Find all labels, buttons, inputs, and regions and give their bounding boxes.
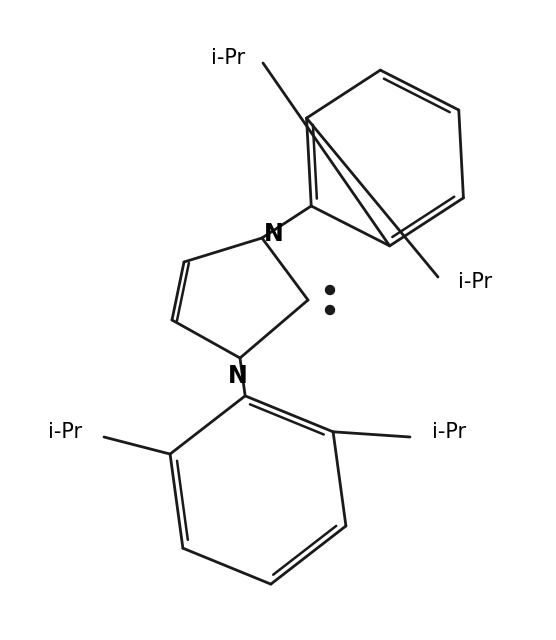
Text: i-Pr: i-Pr <box>458 272 492 292</box>
Text: i-Pr: i-Pr <box>432 422 466 442</box>
Circle shape <box>325 305 335 314</box>
Text: i-Pr: i-Pr <box>48 422 82 442</box>
Text: N: N <box>228 364 248 388</box>
Text: i-Pr: i-Pr <box>211 48 245 68</box>
Text: N: N <box>264 222 284 246</box>
Circle shape <box>325 285 335 294</box>
